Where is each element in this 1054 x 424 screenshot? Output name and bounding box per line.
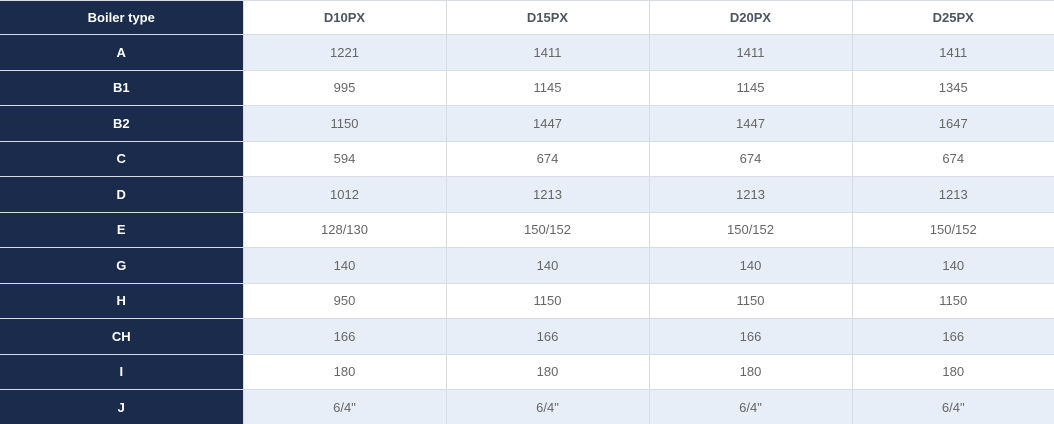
row-label: A bbox=[0, 34, 244, 71]
cell-value: 674 bbox=[851, 140, 1054, 177]
table-row: D 1012 1213 1213 1213 bbox=[0, 176, 1054, 213]
table-row: B2 1150 1447 1447 1647 bbox=[0, 105, 1054, 142]
row-label: B2 bbox=[0, 105, 244, 142]
cell-value: 180 bbox=[648, 353, 853, 390]
cell-value: 150/152 bbox=[445, 211, 650, 248]
cell-value: 674 bbox=[648, 140, 853, 177]
cell-value: 140 bbox=[242, 247, 447, 284]
cell-value: 1150 bbox=[242, 105, 447, 142]
cell-value: 1411 bbox=[851, 34, 1054, 71]
cell-value: 150/152 bbox=[648, 211, 853, 248]
table-row: G 140 140 140 140 bbox=[0, 247, 1054, 284]
table-row: E 128/130 150/152 150/152 150/152 bbox=[0, 211, 1054, 248]
cell-value: 1012 bbox=[242, 176, 447, 213]
cell-value: 180 bbox=[242, 353, 447, 390]
row-label: CH bbox=[0, 318, 244, 355]
header-d15px: D15PX bbox=[445, 0, 650, 35]
cell-value: 1647 bbox=[851, 105, 1054, 142]
cell-value: 1213 bbox=[648, 176, 853, 213]
row-label: I bbox=[0, 353, 244, 390]
cell-value: 166 bbox=[851, 318, 1054, 355]
row-label: G bbox=[0, 247, 244, 284]
cell-value: 6/4" bbox=[851, 389, 1054, 424]
cell-value: 180 bbox=[445, 353, 650, 390]
header-d10px: D10PX bbox=[242, 0, 447, 35]
cell-value: 140 bbox=[851, 247, 1054, 284]
table-row: CH 166 166 166 166 bbox=[0, 318, 1054, 355]
table-row: H 950 1150 1150 1150 bbox=[0, 282, 1054, 319]
cell-value: 995 bbox=[242, 69, 447, 106]
row-label: B1 bbox=[0, 69, 244, 106]
cell-value: 166 bbox=[445, 318, 650, 355]
cell-value: 180 bbox=[851, 353, 1054, 390]
cell-value: 674 bbox=[445, 140, 650, 177]
table-row: B1 995 1145 1145 1345 bbox=[0, 69, 1054, 106]
header-d25px: D25PX bbox=[851, 0, 1054, 35]
cell-value: 140 bbox=[648, 247, 853, 284]
header-boiler-type: Boiler type bbox=[0, 0, 244, 35]
row-label: J bbox=[0, 389, 244, 424]
row-label: E bbox=[0, 211, 244, 248]
cell-value: 6/4" bbox=[648, 389, 853, 424]
cell-value: 6/4" bbox=[242, 389, 447, 424]
cell-value: 1150 bbox=[851, 282, 1054, 319]
row-label: C bbox=[0, 140, 244, 177]
cell-value: 6/4" bbox=[445, 389, 650, 424]
cell-value: 1447 bbox=[648, 105, 853, 142]
cell-value: 1447 bbox=[445, 105, 650, 142]
table-row: A 1221 1411 1411 1411 bbox=[0, 34, 1054, 71]
cell-value: 140 bbox=[445, 247, 650, 284]
cell-value: 166 bbox=[648, 318, 853, 355]
cell-value: 1150 bbox=[445, 282, 650, 319]
cell-value: 166 bbox=[242, 318, 447, 355]
cell-value: 950 bbox=[242, 282, 447, 319]
table-row: J 6/4" 6/4" 6/4" 6/4" bbox=[0, 389, 1054, 424]
cell-value: 1213 bbox=[851, 176, 1054, 213]
header-row: Boiler type D10PX D15PX D20PX D25PX bbox=[0, 0, 1054, 35]
row-label: H bbox=[0, 282, 244, 319]
cell-value: 1150 bbox=[648, 282, 853, 319]
cell-value: 1411 bbox=[648, 34, 853, 71]
cell-value: 150/152 bbox=[851, 211, 1054, 248]
cell-value: 1221 bbox=[242, 34, 447, 71]
table-row: I 180 180 180 180 bbox=[0, 353, 1054, 390]
table-body: A 1221 1411 1411 1411 B1 995 1145 1145 1345 B2 1150… bbox=[0, 34, 1054, 424]
cell-value: 594 bbox=[242, 140, 447, 177]
cell-value: 1411 bbox=[445, 34, 650, 71]
table-row: C 594 674 674 674 bbox=[0, 140, 1054, 177]
header-d20px: D20PX bbox=[648, 0, 853, 35]
row-label: D bbox=[0, 176, 244, 213]
cell-value: 1145 bbox=[648, 69, 853, 106]
cell-value: 1213 bbox=[445, 176, 650, 213]
cell-value: 1145 bbox=[445, 69, 650, 106]
cell-value: 128/130 bbox=[242, 211, 447, 248]
cell-value: 1345 bbox=[851, 69, 1054, 106]
